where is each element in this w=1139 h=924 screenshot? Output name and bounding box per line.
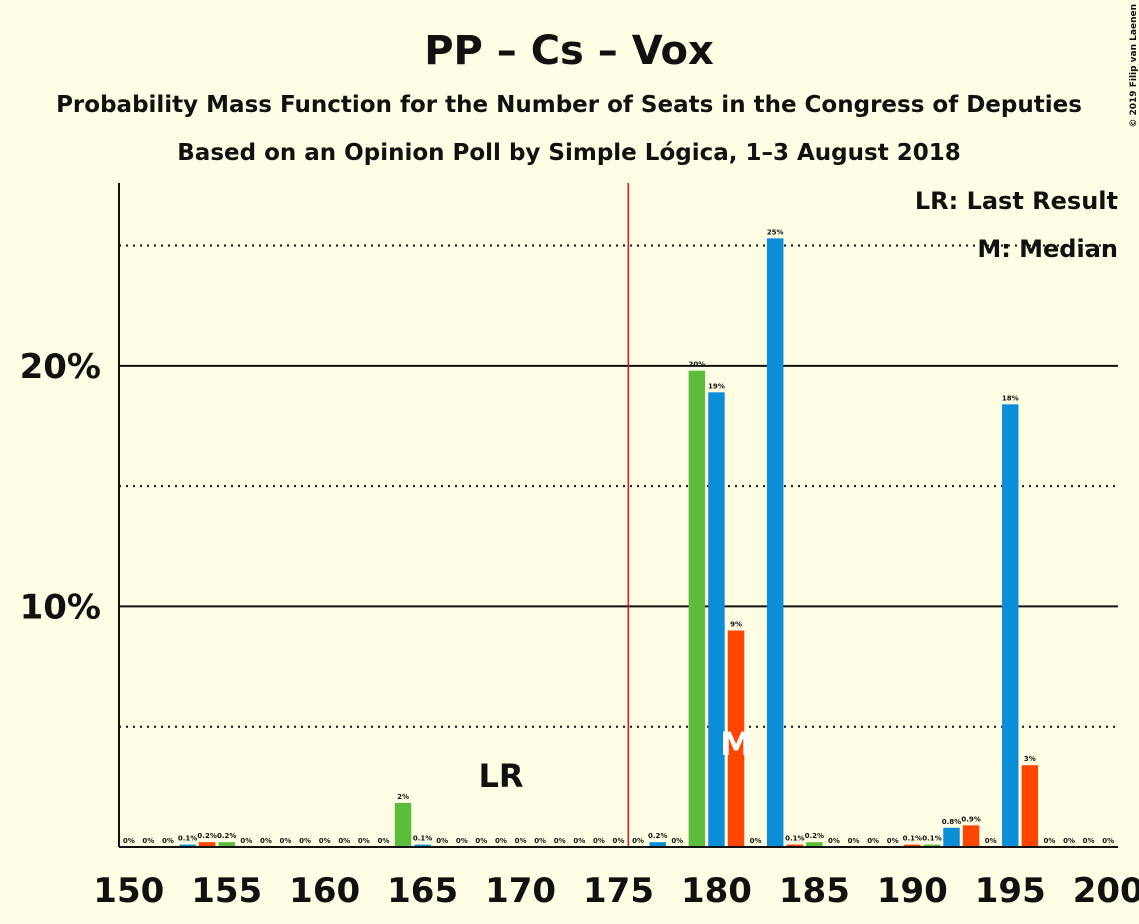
bar xyxy=(708,392,725,847)
x-tick-label: 165 xyxy=(387,871,458,911)
value-label: 0% xyxy=(319,837,331,845)
value-label: 0.1% xyxy=(178,835,197,843)
value-label: 0% xyxy=(1043,837,1055,845)
value-label: 0.2% xyxy=(217,832,236,840)
bar xyxy=(786,844,804,847)
value-label: 0.2% xyxy=(197,832,216,840)
x-tick-label: 155 xyxy=(191,871,262,911)
x-tick-label: 160 xyxy=(289,871,360,911)
bar xyxy=(943,827,960,847)
value-label: 0% xyxy=(887,837,899,845)
value-label: 0% xyxy=(534,837,546,845)
value-label: 25% xyxy=(767,228,784,236)
y-tick-label: 10% xyxy=(20,587,101,627)
value-label: 0.2% xyxy=(805,832,824,840)
bar xyxy=(766,238,784,848)
value-label: 0% xyxy=(593,837,605,845)
bar xyxy=(1021,765,1039,847)
median-marker: M xyxy=(720,725,752,763)
value-label: 0% xyxy=(162,837,174,845)
value-label: 0.1% xyxy=(785,835,804,843)
value-label: 0% xyxy=(495,837,507,845)
bar xyxy=(394,802,412,847)
value-label: 0% xyxy=(338,837,350,845)
value-label: 20% xyxy=(688,361,705,369)
x-tick-label: 185 xyxy=(779,871,850,911)
y-tick-label: 20% xyxy=(20,347,101,387)
copyright: © 2019 Filip van Laenen xyxy=(1129,4,1139,128)
value-label: 0% xyxy=(436,837,448,845)
x-tick-label: 200 xyxy=(1073,871,1139,911)
value-label: 0.1% xyxy=(922,835,941,843)
value-label: 0% xyxy=(377,837,389,845)
value-label: 0% xyxy=(280,837,292,845)
value-label: 0% xyxy=(260,837,272,845)
value-label: 0% xyxy=(671,837,683,845)
last-result-marker: LR xyxy=(478,757,523,795)
value-label: 0% xyxy=(1102,837,1114,845)
bar xyxy=(414,844,431,847)
value-label: 18% xyxy=(1002,394,1019,402)
value-label: 9% xyxy=(730,620,742,628)
value-label: 3% xyxy=(1024,755,1036,763)
value-label: 0% xyxy=(358,837,370,845)
value-label: 19% xyxy=(708,382,725,390)
bar xyxy=(923,844,941,847)
value-label: 0.1% xyxy=(413,835,432,843)
x-tick-label: 195 xyxy=(975,871,1046,911)
value-label: 0% xyxy=(240,837,252,845)
value-label: 0% xyxy=(573,837,585,845)
bar xyxy=(806,842,823,847)
x-tick-label: 170 xyxy=(485,871,556,911)
value-label: 0% xyxy=(123,837,135,845)
value-label: 0% xyxy=(828,837,840,845)
value-label: 0.9% xyxy=(961,815,980,823)
value-label: 0% xyxy=(456,837,468,845)
bar xyxy=(179,844,196,847)
value-label: 0% xyxy=(554,837,566,845)
bar xyxy=(1002,404,1019,847)
subtitle: Based on an Opinion Poll by Simple Lógic… xyxy=(177,140,960,166)
value-label: 2% xyxy=(397,793,409,801)
x-tick-label: 190 xyxy=(877,871,948,911)
value-label: 0% xyxy=(985,837,997,845)
bar xyxy=(962,825,980,847)
x-tick-label: 175 xyxy=(583,871,654,911)
value-label: 0% xyxy=(867,837,879,845)
value-label: 0% xyxy=(613,837,625,845)
value-label: 0% xyxy=(1063,837,1075,845)
value-label: 0% xyxy=(142,837,154,845)
value-label: 0% xyxy=(515,837,527,845)
value-label: 0% xyxy=(750,837,762,845)
value-label: 0% xyxy=(632,837,644,845)
bar xyxy=(904,844,921,847)
bar xyxy=(218,842,235,847)
value-label: 0% xyxy=(299,837,311,845)
bar xyxy=(688,370,706,847)
bar xyxy=(727,630,745,847)
chart-title: PP – Cs – Vox xyxy=(424,28,714,74)
x-tick-label: 180 xyxy=(681,871,752,911)
value-label: 0% xyxy=(1083,837,1095,845)
bar xyxy=(649,842,666,847)
value-label: 0.8% xyxy=(942,818,961,826)
value-label: 0% xyxy=(475,837,487,845)
bar xyxy=(198,842,216,847)
subtitle: Probability Mass Function for the Number… xyxy=(56,92,1082,118)
value-label: 0% xyxy=(848,837,860,845)
value-label: 0.1% xyxy=(903,835,922,843)
legend-entry: LR: Last Result xyxy=(915,187,1118,215)
value-label: 0.2% xyxy=(648,832,667,840)
legend-entry: M: Median xyxy=(977,235,1118,263)
x-tick-label: 150 xyxy=(93,871,164,911)
